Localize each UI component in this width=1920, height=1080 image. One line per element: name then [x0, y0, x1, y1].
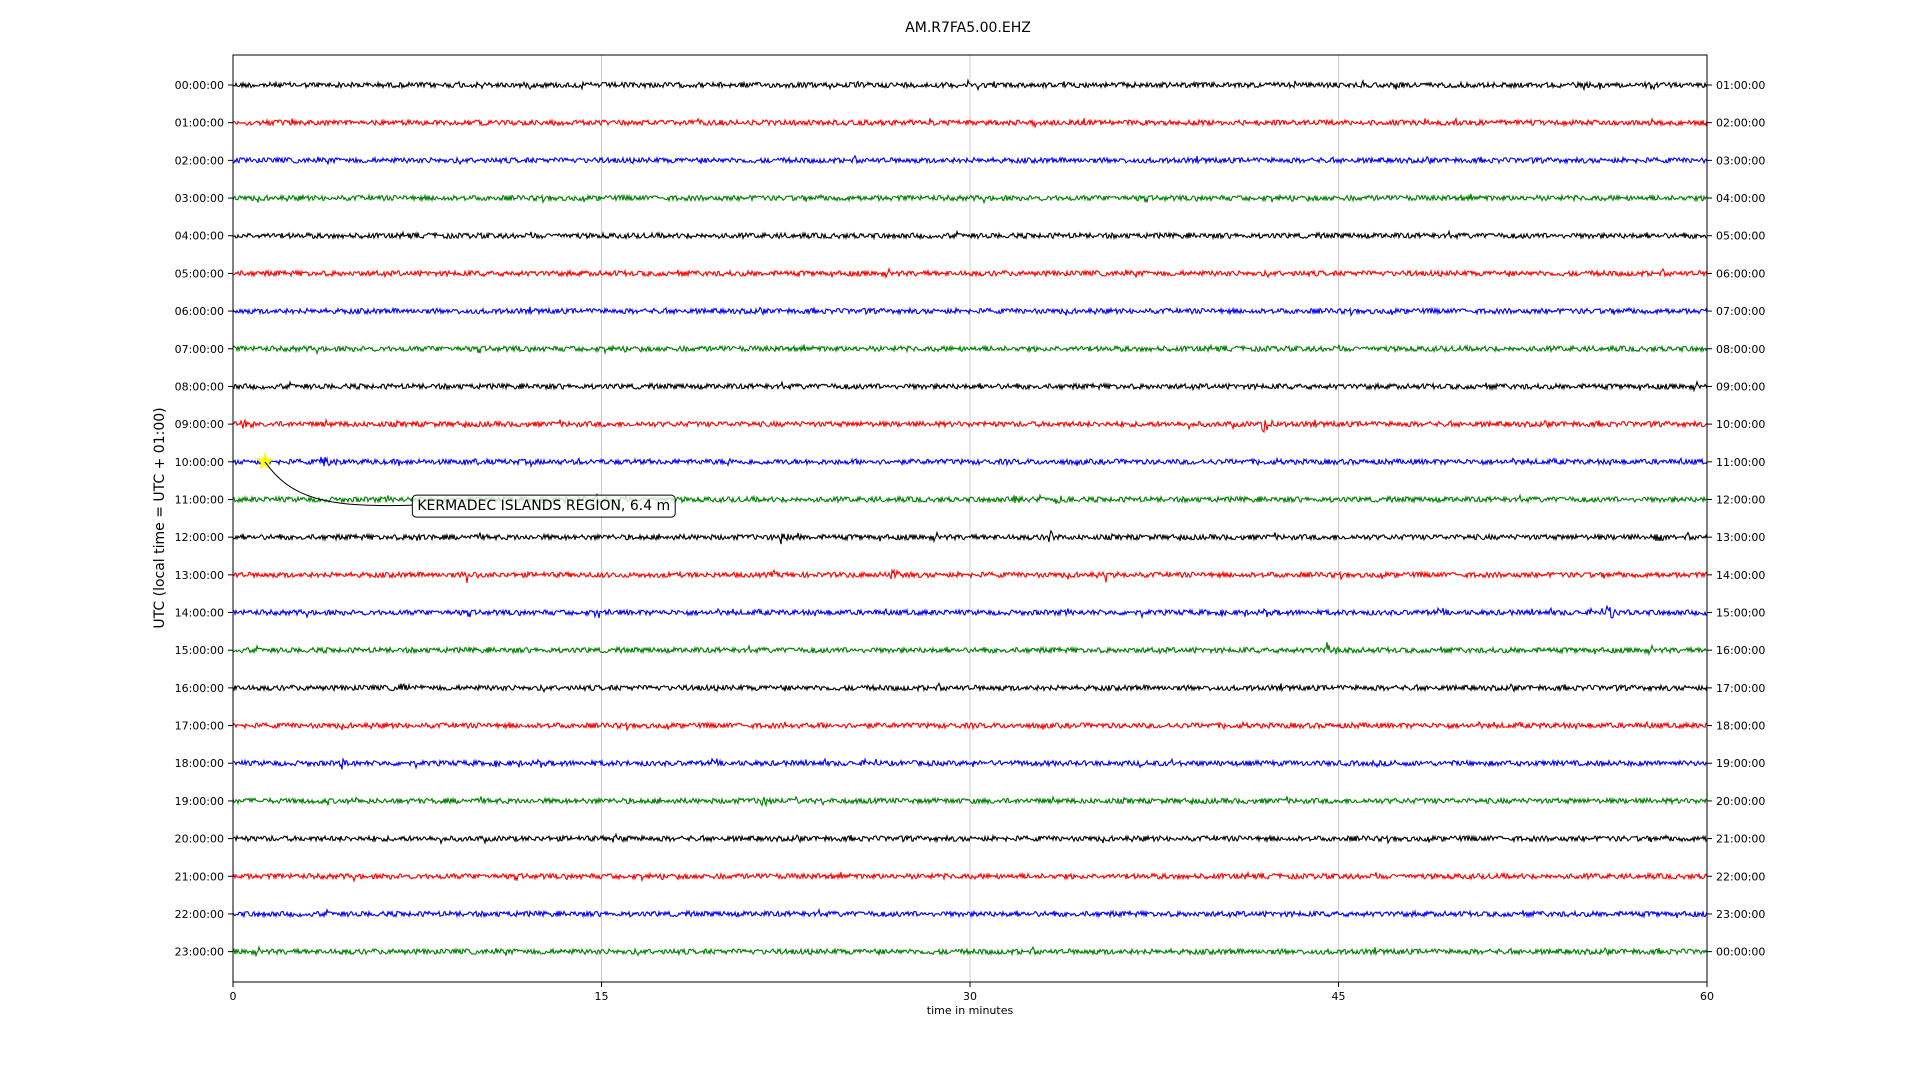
trace-row: [232, 945, 1708, 958]
right-time-label: 03:00:00: [1716, 154, 1765, 167]
seismogram-traces: [232, 78, 1708, 958]
left-time-label: 00:00:00: [175, 79, 224, 92]
trace-row: [232, 757, 1708, 770]
right-time-label: 08:00:00: [1716, 343, 1765, 356]
right-time-label: 06:00:00: [1716, 267, 1765, 280]
right-time-label: 22:00:00: [1716, 870, 1765, 883]
right-time-label: 13:00:00: [1716, 531, 1765, 544]
right-time-label: 20:00:00: [1716, 795, 1765, 808]
annotation-box: [411, 494, 676, 518]
x-tick-label: 15: [595, 990, 609, 1003]
left-time-label: 05:00:00: [175, 267, 224, 280]
right-time-label: 17:00:00: [1716, 682, 1765, 695]
right-time-label: 16:00:00: [1716, 644, 1765, 657]
trace-row: [232, 529, 1708, 545]
left-time-label: 03:00:00: [175, 192, 224, 205]
left-time-label: 12:00:00: [175, 531, 224, 544]
right-time-label: 09:00:00: [1716, 380, 1765, 393]
right-time-label: 21:00:00: [1716, 833, 1765, 846]
trace-row: [232, 642, 1707, 657]
x-tick-label: 30: [963, 990, 977, 1003]
left-time-label: 10:00:00: [175, 456, 224, 469]
left-time-labels: 00:00:00 01:00:00 02:00:00 03:00:00 04:00:00…: [175, 79, 233, 959]
trace-row: [232, 154, 1708, 166]
grid-lines: [601, 55, 1339, 982]
left-time-label: 23:00:00: [175, 946, 224, 959]
left-time-label: 15:00:00: [175, 644, 224, 657]
right-time-label: 05:00:00: [1716, 230, 1765, 243]
right-time-label: 12:00:00: [1716, 493, 1765, 506]
trace-row: [232, 870, 1708, 883]
right-time-label: 11:00:00: [1716, 456, 1765, 469]
trace-row: [232, 682, 1708, 694]
left-time-label: 21:00:00: [175, 870, 224, 883]
left-time-label: 01:00:00: [175, 117, 224, 130]
annotation-connector: [264, 461, 413, 507]
trace-row: [232, 568, 1708, 583]
trace-row: [232, 794, 1708, 808]
right-time-label: 00:00:00: [1716, 946, 1765, 959]
x-tick-label: 60: [1700, 990, 1714, 1003]
trace-row: [232, 379, 1708, 393]
right-time-label: 04:00:00: [1716, 192, 1765, 205]
right-time-labels: 01:00:00 02:00:00 03:00:00 04:00:00 05:00:00…: [1707, 79, 1765, 959]
right-time-label: 23:00:00: [1716, 908, 1765, 921]
trace-row: [232, 78, 1708, 92]
left-time-label: 16:00:00: [175, 682, 224, 695]
left-time-label: 08:00:00: [175, 380, 224, 393]
x-tick-label: 45: [1332, 990, 1346, 1003]
right-time-label: 15:00:00: [1716, 607, 1765, 620]
left-time-label: 11:00:00: [175, 493, 224, 506]
right-time-label: 02:00:00: [1716, 117, 1765, 130]
trace-row: [232, 343, 1708, 356]
event-annotation: KERMADEC ISLANDS REGION, 6.4 m: [256, 452, 676, 518]
left-time-label: 13:00:00: [175, 569, 224, 582]
left-time-label: 19:00:00: [175, 795, 224, 808]
left-time-label: 09:00:00: [175, 418, 224, 431]
x-tick-label: 0: [230, 990, 237, 1003]
left-time-label: 22:00:00: [175, 908, 224, 921]
trace-row: [232, 116, 1708, 129]
trace-row: [232, 907, 1708, 919]
left-time-label: 02:00:00: [175, 154, 224, 167]
trace-row: [232, 418, 1708, 433]
x-axis-ticks: 0 15 30 45 60: [230, 982, 1714, 1003]
right-time-label: 18:00:00: [1716, 720, 1765, 733]
left-time-label: 20:00:00: [175, 833, 224, 846]
left-time-label: 18:00:00: [175, 757, 224, 770]
x-axis-label: time in minutes: [927, 1004, 1014, 1017]
left-time-label: 17:00:00: [175, 720, 224, 733]
left-time-label: 14:00:00: [175, 607, 224, 620]
trace-row: [232, 832, 1708, 846]
chart-title: AM.R7FA5.00.EHZ: [905, 20, 1031, 36]
trace-row: [232, 456, 1708, 469]
annotation-text: KERMADEC ISLANDS REGION, 6.4 m: [417, 498, 670, 514]
left-time-label: 04:00:00: [175, 230, 224, 243]
trace-row: [232, 193, 1708, 205]
trace-row: [232, 306, 1708, 318]
left-time-label: 07:00:00: [175, 343, 224, 356]
right-time-label: 07:00:00: [1716, 305, 1765, 318]
right-time-label: 19:00:00: [1716, 757, 1765, 770]
trace-row: [232, 604, 1708, 620]
trace-row: [232, 229, 1708, 241]
right-time-label: 01:00:00: [1716, 79, 1765, 92]
trace-row: [232, 266, 1708, 280]
right-time-label: 14:00:00: [1716, 569, 1765, 582]
left-time-label: 06:00:00: [175, 305, 224, 318]
y-axis-label: UTC (local time = UTC + 01:00): [152, 407, 168, 628]
event-marker-star: [256, 452, 274, 470]
trace-row: [232, 720, 1708, 732]
right-time-label: 10:00:00: [1716, 418, 1765, 431]
